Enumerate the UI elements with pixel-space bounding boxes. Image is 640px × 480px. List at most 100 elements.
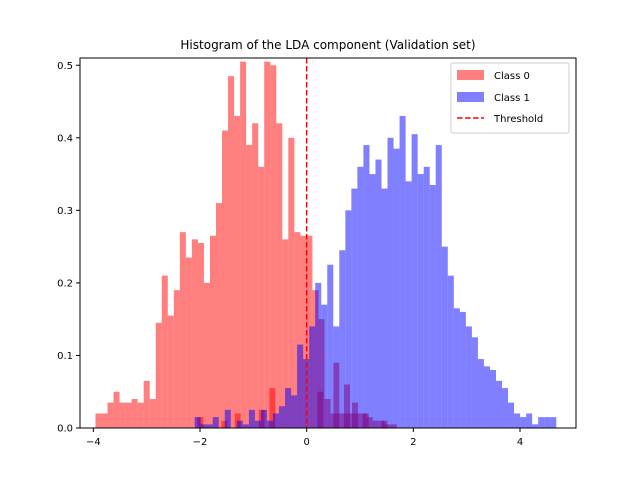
class-1-bar [483,366,490,428]
class-1-bar [375,159,382,428]
class-1-bar [387,137,394,428]
x-tick-label: −2 [193,437,208,448]
x-tick-label: −4 [86,437,101,448]
class-1-bar [206,424,213,428]
class-1-bar [532,424,539,428]
class-1-bar [309,326,316,428]
class-1-bar [411,134,418,429]
class-1-bar [538,417,545,428]
class-1-bar [266,420,274,428]
class-1-bar [327,264,334,428]
class-1-bar [339,250,346,428]
class-1-bar [399,116,406,428]
class-0-bar [101,413,108,428]
class-1-bar [435,145,442,428]
class-1-bar [526,413,533,428]
class-1-bar [333,326,340,428]
class-0-bar [179,232,186,428]
class-1-bar [508,402,515,428]
class-1-bar [363,145,370,428]
class-1-bar [285,388,292,428]
class-0-bar [167,315,174,428]
class-0-bar [137,402,144,428]
chart-title: Histogram of the LDA component (Validati… [180,38,475,52]
class-0-bar [197,243,204,428]
class-1-bar [279,406,286,428]
y-tick-label: 0.4 [57,133,73,144]
class-0-bar [113,391,120,428]
class-1-bar [520,417,527,428]
class-0-bar [143,380,150,428]
class-0-bar [252,123,259,428]
class-0-tail-bar [269,388,276,428]
class-0-bar [228,76,235,428]
class-0-bar [107,402,114,428]
class-1-bar [550,417,557,428]
class-1-bars [194,116,557,429]
class-1-bar [393,148,400,428]
class-0-bar [119,402,126,428]
class-1-bar [477,359,484,428]
class-0-bar [264,61,271,429]
class-0-bar [95,413,102,428]
class-1-bar [502,388,509,428]
class-0-bar [282,239,289,428]
legend-swatch-class-0 [457,70,484,80]
x-tick-label: 0 [303,437,309,448]
legend-box [450,62,570,134]
class-0-bar [276,123,283,428]
class-0-bar [258,166,265,428]
legend: Class 0 Class 1 Threshold [450,62,570,134]
class-1-bar [194,417,201,428]
class-1-bar [321,304,328,428]
class-1-bar [423,166,430,428]
class-1-bar [351,188,358,428]
legend-label-class-0: Class 0 [494,71,530,82]
class-1-bar [465,326,472,428]
class-1-bar [471,337,478,428]
y-tick-label: 0.1 [57,351,73,362]
class-0-bar [125,402,132,428]
class-1-bar [236,420,243,428]
class-1-bar [405,181,412,428]
x-tick-label: 2 [410,437,416,448]
class-0-bar [185,257,192,428]
class-0-bar [203,282,210,428]
y-tick-label: 0.5 [57,61,73,72]
class-0-bar [149,398,156,428]
class-0-bar [209,235,216,428]
class-1-bar [381,188,388,428]
class-0-bar [300,235,307,428]
class-0-bar [222,130,229,429]
axes-frame [79,57,577,429]
class-1-bar [453,308,460,428]
class-1-bar [459,311,466,428]
y-axis-ticks: 0.0 0.1 0.2 0.3 0.4 0.5 [57,61,80,435]
class-1-bar [273,413,280,428]
class-1-bar [212,417,219,428]
class-0-bar [288,137,295,428]
class-1-bar [441,246,448,428]
class-1-bar [345,210,352,428]
class-0-bar [216,203,223,428]
class-1-bar [260,409,267,428]
class-0-tail-bar [221,420,228,428]
class-1-bar [417,174,424,428]
y-tick-label: 0.2 [57,278,73,289]
class-1-bar [297,344,304,428]
class-0-bar [294,232,301,428]
class-1-bar [496,380,503,428]
class-1-bar [369,174,376,428]
class-1-bar [303,359,310,428]
class-0-bar [155,322,162,428]
class-1-bar [248,409,255,428]
class-1-bar [242,424,249,428]
class-1-bar [357,166,364,428]
class-1-bar [291,395,298,428]
class-1-bar [544,417,551,428]
y-tick-label: 0.3 [57,206,73,217]
class-0-bar [240,61,247,429]
x-tick-label: 4 [517,437,523,448]
class-1-bar [200,424,207,428]
